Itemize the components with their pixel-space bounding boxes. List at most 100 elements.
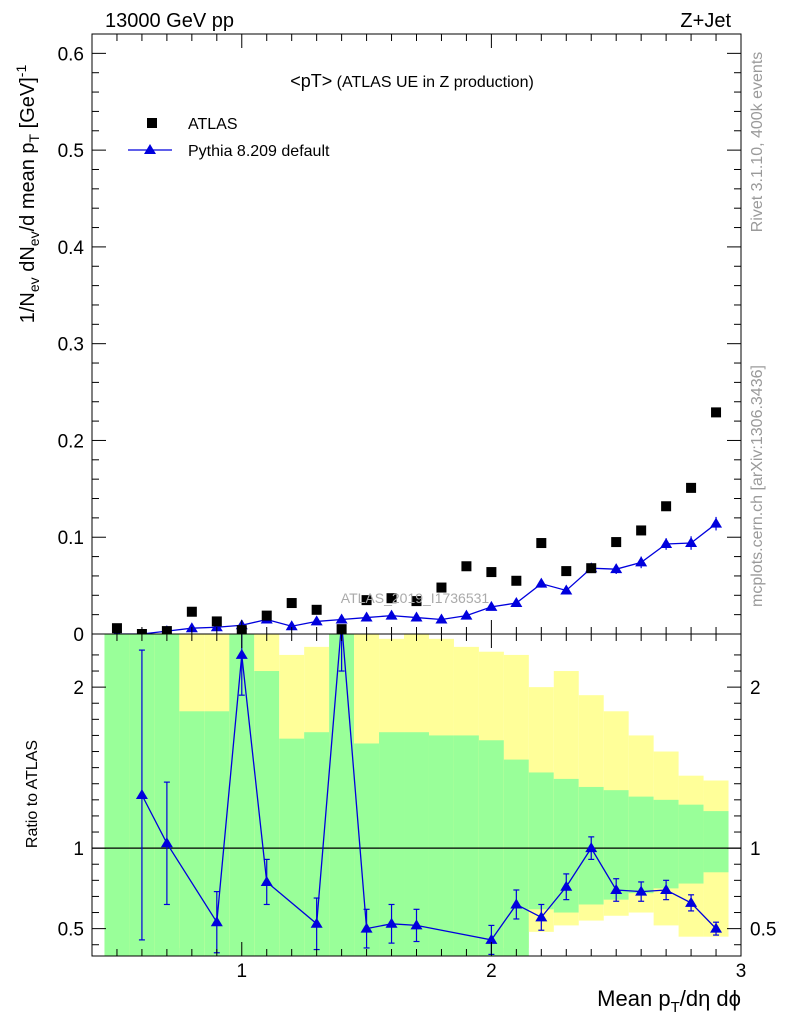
ratio-inner-band — [179, 711, 205, 956]
ratio-panel: 0.5 0.5 1 1 2 2 1 2 3 Ratio to ATLAS Mean pT/dη … — [24, 633, 776, 1016]
atlas-point — [311, 604, 322, 615]
ratio-inner-band — [703, 811, 729, 873]
ratio-inner-band — [428, 735, 454, 956]
pythia-point — [335, 613, 348, 624]
pythia-point — [560, 584, 573, 595]
main-panel: 0 0.1 0.2 0.3 0.4 0.5 0.6 <pT> (ATLAS UE in Z … — [13, 33, 742, 646]
legend-pythia-label: Pythia 8.209 default — [188, 143, 330, 160]
ratio-y-tick-label: 0.5 — [58, 920, 84, 941]
ratio-marks — [92, 634, 741, 955]
main-y-tick-label: 0.3 — [58, 335, 84, 356]
x-tick-label: 3 — [736, 961, 747, 982]
atlas-point — [286, 598, 297, 609]
ratio-y-tick-label-right: 0.5 — [750, 920, 776, 941]
ratio-pythia-point — [560, 880, 573, 891]
pythia-point — [510, 597, 523, 608]
legend-pythia-marker — [144, 144, 156, 154]
ratio-pythia-point — [660, 883, 673, 894]
atlas-point — [636, 525, 647, 536]
ratio-pythia-line — [141, 634, 717, 941]
ratio-inner-band — [453, 735, 479, 956]
pythia-point — [610, 563, 623, 574]
ratio-pythia-point — [210, 916, 223, 927]
main-y-tick-label: 0.1 — [58, 528, 84, 549]
ratio-y-tick-label: 1 — [73, 839, 84, 860]
ratio-pythia-point — [610, 883, 623, 894]
pythia-point — [685, 537, 698, 548]
main-y-tick-label: 0.2 — [58, 431, 84, 452]
atlas-point — [486, 567, 497, 578]
ratio-pythia-point — [260, 875, 273, 886]
main-y-tick-label: 0.5 — [58, 141, 84, 162]
atlas-point — [511, 575, 522, 586]
pythia-point — [435, 613, 448, 624]
pythia-point — [535, 577, 548, 588]
pythia-point — [485, 600, 498, 611]
atlas-point — [711, 407, 722, 418]
ratio-pythia-point — [135, 789, 148, 799]
legend-atlas-marker — [147, 118, 157, 128]
ratio-y-tick-label: 2 — [73, 678, 84, 699]
analysis-watermark: ATLAS_2019_I1736531 — [341, 590, 490, 606]
main-title-sub: (ATLAS UE in Z production) — [332, 74, 534, 91]
atlas-point — [586, 563, 597, 574]
ratio-y-tick-label-right: 2 — [750, 678, 761, 699]
legend-atlas-label: ATLAS — [188, 116, 238, 133]
ratio-y-tick-label-right: 1 — [750, 839, 761, 860]
ratio-pythia-point — [235, 648, 248, 659]
atlas-point — [661, 501, 672, 512]
ratio-pythia-point — [310, 917, 323, 928]
ratio-uncertainty-bands — [104, 634, 729, 956]
header-right-label: Z+Jet — [680, 10, 731, 32]
atlas-point — [386, 593, 397, 604]
atlas-point — [686, 482, 697, 493]
pythia-point — [710, 517, 723, 528]
atlas-point — [436, 582, 447, 593]
pythia-point — [310, 615, 323, 626]
x-tick-label: 2 — [486, 961, 497, 982]
ratio-pythia-point — [510, 898, 523, 909]
ratio-pythia-point — [535, 911, 548, 922]
rivet-version-label: Rivet 3.1.10, 400k events — [749, 52, 766, 233]
pythia-point — [460, 609, 473, 620]
atlas-point — [536, 538, 547, 549]
ratio-axes: 0.5 0.5 1 1 2 2 1 2 3 — [58, 634, 776, 982]
ratio-pythia-point — [685, 896, 698, 907]
atlas-point — [411, 596, 422, 607]
ratio-inner-band — [329, 634, 355, 956]
atlas-point — [561, 566, 572, 577]
ratio-pythia-point — [635, 885, 648, 896]
ratio-inner-band — [279, 738, 305, 956]
pythia-point — [360, 611, 373, 622]
ratio-inner-band — [628, 796, 654, 894]
pythia-point — [635, 556, 648, 567]
atlas-point — [261, 610, 272, 621]
atlas-point — [186, 606, 197, 617]
ratio-y-axis-label: Ratio to ATLAS — [24, 740, 41, 848]
x-tick-label: 1 — [236, 961, 247, 982]
main-y-tick-label: 0 — [73, 625, 84, 646]
main-y-tick-label: 0.4 — [58, 238, 85, 259]
ratio-inner-band — [528, 772, 554, 910]
ratio-inner-band — [104, 634, 130, 956]
ratio-inner-band — [254, 671, 280, 956]
main-y-tick-label: 0.6 — [58, 44, 84, 65]
ratio-inner-band — [653, 799, 679, 889]
ratio-pythia-point — [385, 917, 398, 928]
atlas-point — [211, 616, 222, 627]
atlas-point — [361, 595, 372, 606]
pythia-point — [660, 538, 673, 548]
legend: ATLAS Pythia 8.209 default — [128, 116, 330, 160]
main-y-axis-label: 1/Nev dNev/d mean pT [GeV]-1 — [13, 65, 42, 324]
ratio-pythia-point — [710, 922, 723, 933]
atlas-point — [611, 537, 622, 548]
main-title-main: <pT> — [290, 71, 332, 91]
ratio-pythia-point — [585, 842, 598, 853]
header-left-label: 13000 GeV pp — [105, 10, 234, 32]
ratio-pythia-point — [360, 922, 373, 933]
ratio-inner-band — [678, 804, 704, 884]
ratio-pythia-point — [410, 919, 423, 930]
ratio-inner-band — [503, 759, 529, 956]
x-axis-label: Mean pT/dη dϕ — [597, 986, 741, 1016]
